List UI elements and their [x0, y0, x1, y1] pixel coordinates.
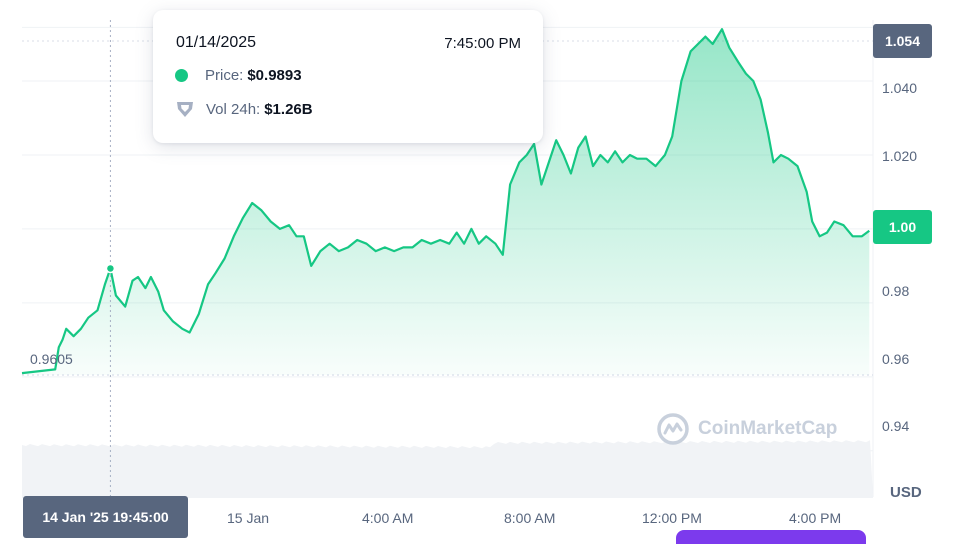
x-tick-label: 8:00 AM — [504, 510, 556, 526]
price-area-fill — [22, 29, 870, 375]
price-tooltip: 01/14/2025 7:45:00 PM Price: $0.9893 Vol… — [153, 10, 543, 143]
x-tick-label: 15 Jan — [227, 510, 270, 526]
tooltip-volume-label: Vol 24h: — [206, 100, 261, 118]
volume-band — [22, 440, 873, 497]
currency-label: USD — [890, 484, 922, 501]
coinmarketcap-logo-icon — [657, 413, 689, 445]
y-tick-label: 0.98 — [882, 283, 910, 299]
price-dot-icon — [175, 69, 188, 82]
tooltip-price-value: $0.9893 — [247, 67, 302, 84]
y-tick-label: 0.94 — [882, 418, 910, 434]
x-tick-label: 4:00 PM — [789, 510, 842, 526]
coinmarketcap-watermark: CoinMarketCap — [656, 412, 837, 446]
tooltip-price-label: Price: — [205, 67, 244, 84]
x-tick-label: 12:00 PM — [642, 510, 702, 526]
y-tick-label: 1.040 — [882, 80, 918, 96]
price-line — [21, 28, 870, 375]
x-tick-label: 4:00 AM — [362, 510, 414, 526]
volume-area — [22, 440, 873, 497]
tooltip-volume-value: $1.26B — [264, 100, 313, 118]
tooltip-volume-row: Vol 24h: $1.26B — [175, 100, 313, 118]
hover-point — [105, 263, 116, 274]
low-price-label: 0.9605 — [30, 351, 73, 367]
y-tick-label: 0.96 — [882, 351, 910, 367]
watermark-text: CoinMarketCap — [698, 418, 838, 439]
hover-time-badge: 14 Jan '25 19:45:00 — [23, 496, 188, 538]
tooltip-date: 01/14/2025 — [176, 34, 257, 51]
tooltip-price-row: Price: $0.9893 — [175, 67, 302, 84]
purple-panel-edge — [676, 530, 866, 544]
y-tick-label: 1.020 — [882, 148, 918, 164]
high-price-badge: 1.054 — [873, 24, 932, 58]
current-price-badge: 1.00 — [873, 210, 932, 244]
tooltip-time: 7:45:00 PM — [444, 35, 521, 52]
volume-icon — [177, 102, 193, 117]
